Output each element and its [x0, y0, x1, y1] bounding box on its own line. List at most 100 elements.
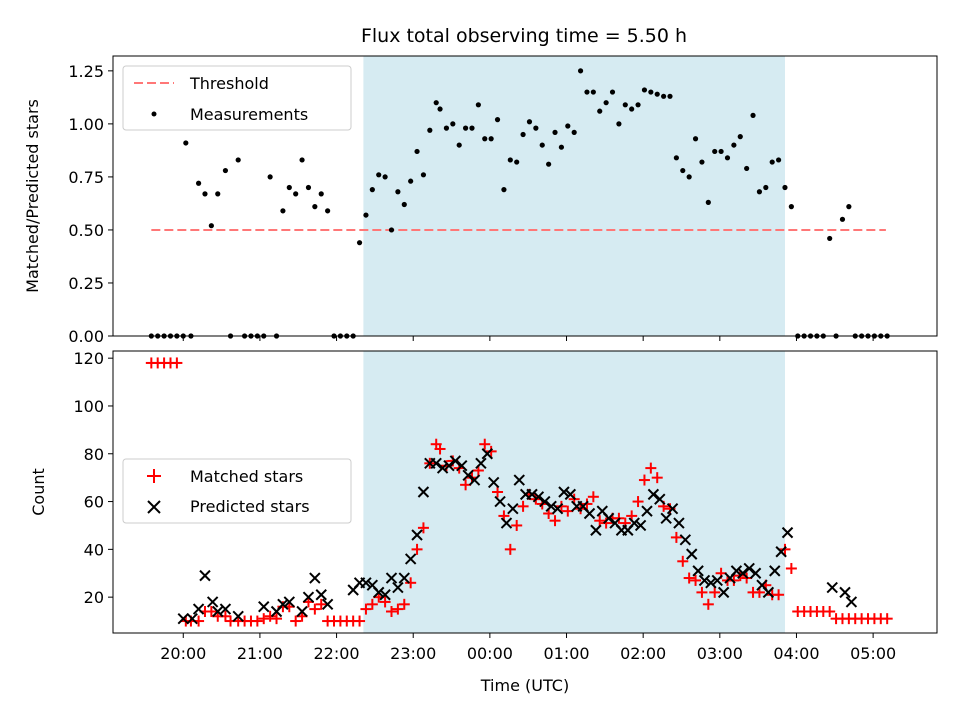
predicted-star-point [507, 503, 519, 515]
measurement-point [235, 157, 241, 163]
measurement-point [475, 102, 481, 108]
predicted-star-point [839, 586, 851, 599]
top-ytick-label: 0.75 [68, 168, 104, 187]
measurement-point [420, 172, 427, 178]
predicted-star-point [679, 534, 692, 546]
predicted-star-point [698, 574, 711, 587]
measurement-point [546, 161, 552, 167]
legend-measurements-label: Measurements [190, 105, 308, 124]
measurement-point [744, 165, 750, 172]
predicted-star-point [379, 589, 391, 601]
measurement-point [577, 68, 584, 74]
measurement-point [305, 184, 312, 191]
matched-star-point [587, 491, 599, 503]
measurement-point [635, 102, 641, 108]
bottom-ytick-label: 120 [73, 349, 104, 368]
measurement-point [382, 174, 388, 180]
predicted-star-point [717, 586, 730, 599]
legend-predicted-label: Predicted stars [190, 497, 310, 516]
predicted-star-point [468, 474, 481, 486]
predicted-star-point [673, 517, 685, 529]
predicted-star-point [551, 503, 564, 515]
predicted-star-point [373, 586, 385, 599]
matched-star-point [460, 479, 472, 491]
measurement-point [482, 136, 488, 142]
measurements-series [148, 68, 890, 339]
matched-star-point [696, 586, 708, 598]
predicted-star-point [315, 589, 327, 601]
measurement-point [369, 187, 375, 193]
bottom-ytick-label: 40 [84, 540, 104, 559]
matched-star-point [354, 615, 366, 627]
predicted-star-point [212, 605, 224, 618]
measurement-point [724, 155, 731, 161]
predicted-star-point [302, 591, 315, 603]
measurement-point [520, 131, 526, 138]
predicted-star-point [743, 562, 755, 575]
bottom-legend-box [122, 458, 352, 524]
top-legend: Threshold Measurements [122, 65, 352, 131]
bottom-xtick-label: 05:00 [850, 644, 896, 663]
predicted-star-point [647, 488, 660, 501]
measurement-point [775, 157, 782, 163]
measurement-point [616, 121, 622, 127]
matched-star-point [683, 572, 695, 584]
measurement-point [609, 89, 616, 95]
predicted-star-point [634, 519, 647, 532]
predicted-star-point [711, 574, 723, 587]
predicted-star-point [475, 457, 487, 470]
matched-star-point [385, 605, 397, 617]
predicted-star-point [730, 565, 743, 577]
bottom-xtick-label: 01:00 [543, 644, 589, 663]
predicted-stars-series [177, 448, 858, 625]
matched-star-point [315, 598, 327, 610]
predicted-star-point [494, 495, 506, 508]
matched-star-point [511, 519, 523, 531]
measurement-point [526, 119, 533, 125]
matched-star-point [398, 598, 410, 610]
matched-star-point [638, 474, 650, 486]
measurement-point [533, 125, 539, 131]
predicted-star-point [583, 507, 596, 520]
predicted-star-point [487, 476, 500, 489]
predicted-star-point [654, 493, 666, 505]
measurement-point [597, 108, 603, 114]
predicted-star-point [411, 529, 423, 541]
measurement-point [712, 148, 718, 155]
measurement-point [552, 129, 558, 135]
top-yticks: 0.00 0.25 0.50 0.75 1.00 1.25 [68, 62, 113, 346]
measurement-point [388, 227, 395, 233]
measurement-point [286, 184, 292, 191]
predicted-star-point [232, 610, 244, 622]
matched-star-point [504, 543, 516, 555]
measurement-point [750, 112, 756, 118]
matched-star-point [709, 586, 721, 598]
bottom-plot-frame [112, 350, 938, 634]
matched-star-point [492, 486, 504, 498]
measurement-point [462, 125, 469, 131]
predicted-star-point [430, 457, 442, 470]
predicted-star-point [539, 495, 551, 508]
matched-star-point [271, 613, 283, 625]
measurement-point [202, 191, 208, 197]
matched-star-point [485, 445, 497, 457]
measurement-point [648, 89, 654, 95]
measurement-point [686, 174, 692, 180]
bottom-xtick-label: 22:00 [314, 644, 360, 663]
measurement-point [699, 159, 705, 165]
measurement-point [667, 93, 673, 99]
matched-star-point [600, 517, 612, 529]
measurement-point [183, 140, 189, 146]
predicted-star-point [481, 448, 494, 460]
predicted-star-point [500, 517, 513, 529]
matched-star-point [434, 443, 446, 455]
predicted-star-point [602, 512, 615, 524]
matched-star-point [881, 613, 893, 625]
predicted-star-point [692, 565, 704, 577]
predicted-star-point [666, 503, 679, 515]
measurement-point [603, 100, 609, 106]
matched-star-point [392, 603, 404, 615]
measurement-point [680, 167, 686, 174]
matched-star-point [555, 500, 567, 512]
measurement-point [414, 148, 420, 155]
